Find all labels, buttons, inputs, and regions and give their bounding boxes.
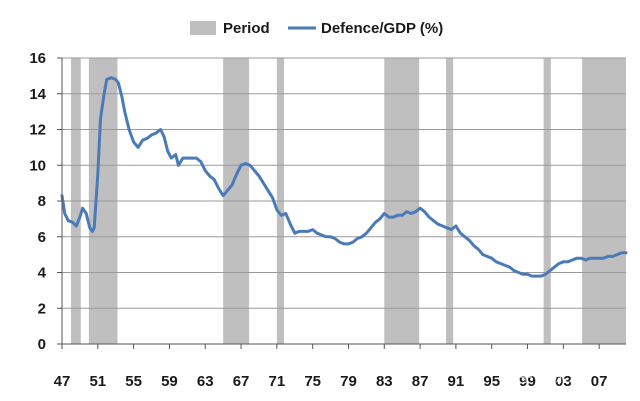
series-lines bbox=[60, 76, 628, 278]
gridlines bbox=[62, 57, 626, 309]
watermark: 知乎 @陈上官 bbox=[505, 369, 593, 386]
y-tick-label-4: 4 bbox=[38, 265, 47, 282]
x-tick-label-87: 87 bbox=[412, 373, 429, 390]
y-axis-tick-labels: 0 2 4 6 8 10 12 14 16 bbox=[29, 50, 46, 353]
series-line-defence-gdp bbox=[60, 76, 628, 278]
watermark-text: 知乎 @陈上官 bbox=[505, 369, 593, 386]
y-tick-label-6: 6 bbox=[38, 229, 46, 246]
x-tick-label-47: 47 bbox=[54, 373, 71, 390]
legend-label-period: Period bbox=[223, 20, 270, 37]
x-tick-label-55: 55 bbox=[125, 373, 142, 390]
x-tick-label-91: 91 bbox=[448, 373, 465, 390]
legend-label-defence-gdp: Defence/GDP (%) bbox=[321, 20, 443, 37]
x-tick-label-79: 79 bbox=[340, 373, 357, 390]
x-tick-label-07: 07 bbox=[591, 373, 608, 390]
x-tick-label-83: 83 bbox=[376, 373, 393, 390]
x-tick-label-75: 75 bbox=[304, 373, 321, 390]
x-tick-label-63: 63 bbox=[197, 373, 214, 390]
x-tick-label-03: 03 bbox=[555, 373, 572, 390]
x-tick-label-51: 51 bbox=[89, 373, 106, 390]
y-tick-label-12: 12 bbox=[29, 122, 46, 139]
x-tick-label-59: 59 bbox=[161, 373, 178, 390]
y-tick-label-16: 16 bbox=[29, 50, 46, 67]
x-tick-label-71: 71 bbox=[269, 373, 286, 390]
y-tick-label-14: 14 bbox=[29, 86, 46, 103]
x-axis-tick-labels: 47 51 55 59 63 67 71 75 79 83 87 91 95 99 03 07 bbox=[54, 373, 608, 390]
y-tick-label-0: 0 bbox=[38, 336, 46, 353]
x-tick-label-95: 95 bbox=[483, 373, 500, 390]
legend-swatch-period bbox=[190, 21, 216, 35]
x-tick-label-99: 99 bbox=[519, 373, 536, 390]
x-tick-label-67: 67 bbox=[233, 373, 250, 390]
y-tick-label-2: 2 bbox=[38, 300, 46, 317]
y-tick-label-8: 8 bbox=[38, 193, 46, 210]
legend: Period Defence/GDP (%) bbox=[190, 20, 443, 37]
axes bbox=[57, 57, 626, 349]
y-tick-label-10: 10 bbox=[29, 157, 46, 174]
